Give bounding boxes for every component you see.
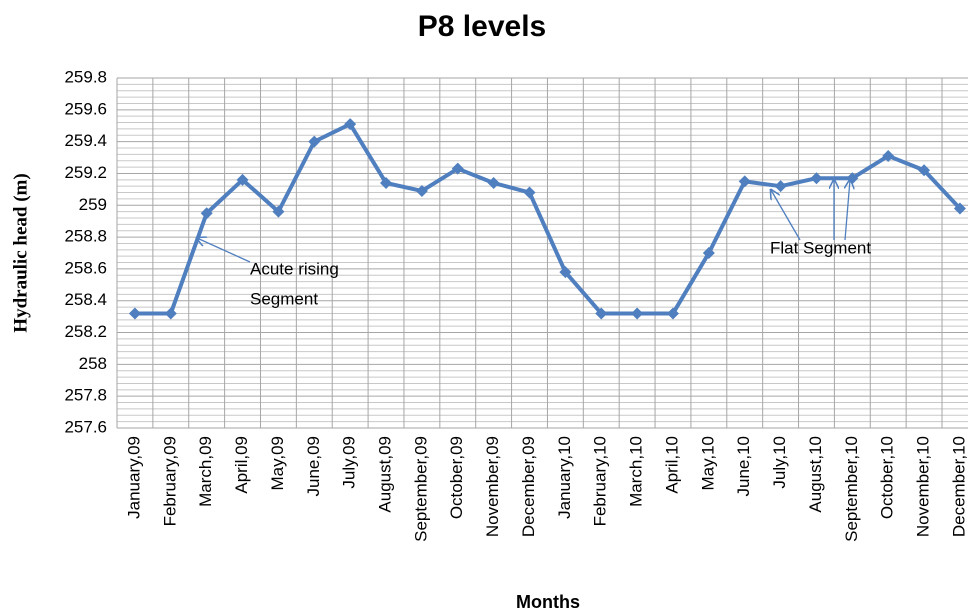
chart-title: P8 levels <box>418 10 546 43</box>
x-tick-label: April,09 <box>232 436 251 494</box>
x-tick-label: June,10 <box>734 436 753 497</box>
x-tick-label: January,10 <box>555 436 574 519</box>
data-point <box>595 307 608 320</box>
x-tick-label: April,10 <box>662 436 681 494</box>
plot <box>128 118 966 320</box>
annotation: Segment <box>250 289 318 308</box>
data-point <box>774 180 787 193</box>
x-tick-label: May,09 <box>268 436 287 491</box>
x-tick-label: August,10 <box>806 436 825 513</box>
y-axis-title: Hydraulic head (m) <box>10 173 31 332</box>
data-point <box>810 172 823 185</box>
annotation-arrows <box>197 180 850 263</box>
x-tick-label: November,09 <box>483 436 502 537</box>
data-point <box>953 202 966 215</box>
y-tick-label: 259.2 <box>64 163 107 182</box>
data-point <box>236 173 249 186</box>
x-tick-label: March,09 <box>196 436 215 507</box>
y-tick-label: 258 <box>79 354 107 373</box>
x-tick-label: February,09 <box>160 436 179 526</box>
x-tick-label: July,09 <box>340 436 359 489</box>
x-tick-label: October,09 <box>447 436 466 519</box>
y-tick-label: 259.8 <box>64 67 107 86</box>
data-point <box>308 135 321 148</box>
annotation: Acute rising <box>250 259 339 278</box>
y-tick-label: 258.4 <box>64 290 107 309</box>
data-point <box>559 266 572 279</box>
data-point <box>380 177 393 189</box>
data-point <box>666 307 679 320</box>
x-tick-label: March,10 <box>627 436 646 507</box>
data-point <box>200 207 213 220</box>
x-tick-label: July,10 <box>770 436 789 489</box>
x-tick-label: August,09 <box>376 436 395 513</box>
data-point <box>918 164 931 177</box>
data-point <box>882 149 895 162</box>
x-axis-title: Months <box>516 592 580 612</box>
y-tick-label: 257.6 <box>64 417 107 436</box>
data-point <box>631 307 644 320</box>
y-tick-label: 258.6 <box>64 258 107 277</box>
data-point <box>738 175 751 188</box>
data-point <box>344 118 357 131</box>
x-tick-label: November,10 <box>914 436 933 537</box>
y-tick-label: 257.8 <box>64 386 107 405</box>
x-tick-label: January,09 <box>124 436 143 519</box>
data-point <box>523 186 536 199</box>
data-point <box>128 307 141 320</box>
x-tick-label: June,09 <box>304 436 323 497</box>
x-tick-label: September,10 <box>842 436 861 542</box>
annotation: Flat Segment <box>770 238 871 257</box>
y-tick-label: 258.8 <box>64 227 107 246</box>
data-point <box>415 184 428 197</box>
y-tick-label: 259.4 <box>64 131 107 150</box>
x-tick-label: September,09 <box>411 436 430 542</box>
x-tick-label: December,10 <box>949 436 968 537</box>
data-point <box>451 162 464 175</box>
x-tick-label: December,09 <box>519 436 538 537</box>
data-point <box>487 177 500 189</box>
arrow <box>197 238 251 263</box>
data-point <box>272 205 285 218</box>
arrow <box>771 190 801 241</box>
x-tick-label: February,10 <box>591 436 610 526</box>
data-point <box>702 247 715 259</box>
x-tick-label: October,10 <box>878 436 897 519</box>
y-tick-label: 259.6 <box>64 99 107 118</box>
data-point <box>164 307 177 320</box>
x-tick-label: May,10 <box>698 436 717 491</box>
y-tick-label: 259 <box>79 195 107 214</box>
y-tick-label: 258.2 <box>64 322 107 341</box>
arrow <box>845 180 850 241</box>
